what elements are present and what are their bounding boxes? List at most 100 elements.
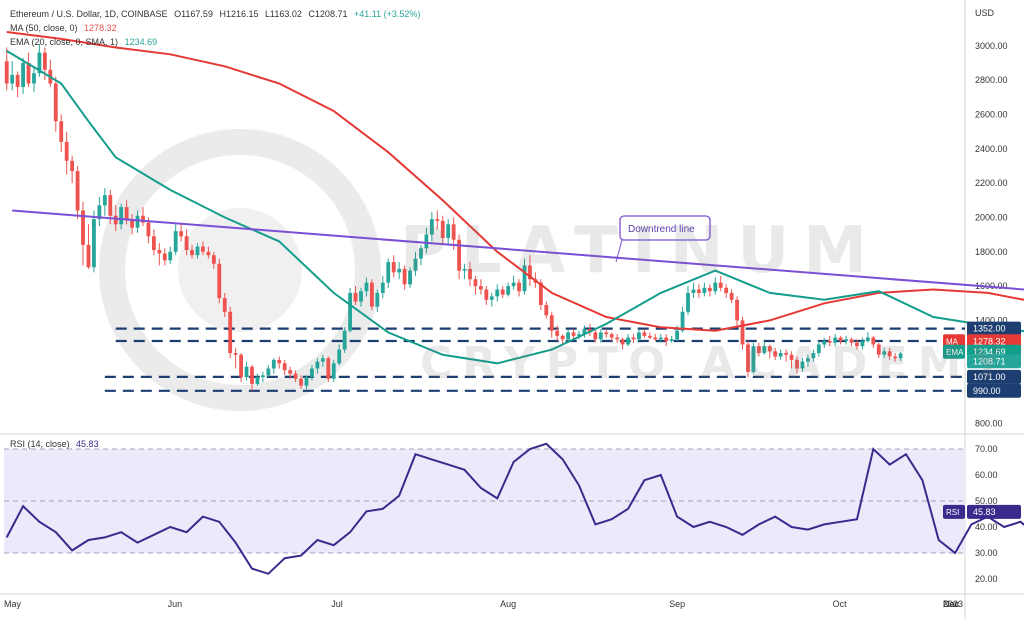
candle: [822, 337, 827, 348]
ma-price-tag: 1278.32: [973, 336, 1006, 346]
candle-body: [887, 351, 892, 357]
level-tag-bg: [967, 321, 1021, 336]
candle: [141, 207, 145, 226]
candle-body: [408, 270, 412, 285]
candle: [440, 215, 445, 244]
candle-body: [293, 373, 298, 379]
candle-body: [331, 363, 336, 379]
annotation-box[interactable]: [619, 215, 711, 241]
candle: [391, 255, 396, 278]
candle: [871, 335, 876, 348]
candle: [48, 59, 53, 87]
candle-body: [795, 359, 799, 369]
candle-body: [593, 332, 598, 340]
candle-body: [97, 205, 102, 220]
candle: [789, 351, 794, 369]
ema-legend[interactable]: EMA (20, close, 0, SMA, 1) 1234.69: [10, 36, 157, 48]
candle-body: [86, 244, 91, 268]
candle: [468, 262, 472, 287]
candle-body: [386, 262, 391, 283]
candle-body: [865, 337, 870, 342]
candle: [664, 334, 669, 347]
candle: [702, 282, 707, 297]
candle-body: [75, 171, 80, 211]
time-tick-label: Sep: [669, 599, 685, 609]
candle: [299, 375, 303, 390]
candle: [342, 327, 347, 354]
candle-body: [615, 337, 620, 340]
candle: [353, 286, 358, 305]
candle-body: [522, 265, 527, 292]
candle: [795, 356, 799, 374]
candle-body: [697, 289, 701, 293]
ema-line: [6, 50, 1024, 365]
candle: [201, 241, 205, 256]
candle-body: [195, 246, 200, 256]
candle-body: [59, 121, 64, 142]
candle: [637, 329, 641, 342]
candle: [746, 341, 750, 378]
ma-legend[interactable]: MA (50, close, 0) 1278.32: [10, 22, 117, 34]
candle: [473, 275, 478, 295]
candle: [250, 365, 254, 391]
price-tick-label: 2000.00: [975, 212, 1008, 222]
candle-body: [675, 330, 680, 340]
downtrend-line[interactable]: [12, 209, 1024, 300]
time-tick-label: Oct: [833, 599, 848, 609]
candle: [70, 155, 75, 184]
candle-body: [53, 83, 58, 122]
rsi-tick-label: 40.00: [975, 522, 998, 532]
candle: [304, 375, 309, 390]
candle-body: [353, 292, 358, 302]
candle-body: [81, 210, 85, 245]
candle: [260, 371, 265, 383]
candle-body: [751, 346, 756, 372]
candle: [495, 284, 500, 302]
candle-body: [130, 219, 134, 228]
candle-body: [784, 353, 789, 355]
candle: [642, 329, 647, 338]
candle: [773, 347, 778, 360]
candle: [424, 227, 429, 254]
price-tick-label: 3000.00: [975, 41, 1008, 51]
ema-legend-value: 1234.69: [124, 37, 158, 47]
candle-body: [419, 248, 423, 259]
candle-body: [15, 74, 20, 87]
rsi-price-tag-bg: [967, 504, 1021, 519]
candle: [271, 358, 276, 374]
candle: [833, 334, 838, 347]
candle: [876, 342, 881, 359]
candle-body: [64, 141, 69, 161]
candle: [10, 61, 15, 91]
candle: [555, 325, 560, 342]
candle-body: [288, 370, 293, 374]
candle-body: [244, 366, 249, 378]
candle-body: [517, 282, 521, 292]
candle-body: [555, 330, 560, 336]
time-tick-label: Dec: [943, 599, 960, 609]
candle: [506, 282, 511, 297]
candle-body: [838, 337, 843, 342]
candle: [380, 275, 385, 299]
candle: [751, 342, 756, 374]
candle-body: [157, 250, 162, 254]
candle-body: [560, 335, 565, 340]
candle-body: [435, 219, 440, 221]
candle: [511, 275, 516, 290]
rsi-legend[interactable]: RSI (14, close) 45.83: [10, 438, 99, 450]
candle: [4, 47, 9, 91]
candle-body: [577, 334, 581, 336]
candle-body: [429, 219, 434, 235]
candle-body: [724, 287, 729, 293]
open-value: O1167.59: [174, 9, 213, 19]
candle-body: [255, 377, 260, 384]
candle-body: [860, 341, 865, 347]
candle: [266, 365, 271, 378]
change-value: +41.11 (+3.52%): [353, 9, 421, 19]
candle-body: [397, 268, 402, 273]
candle: [102, 188, 107, 216]
candle-body: [141, 215, 145, 223]
candle: [887, 347, 892, 360]
annotation-text: Downtrend line: [628, 224, 695, 235]
